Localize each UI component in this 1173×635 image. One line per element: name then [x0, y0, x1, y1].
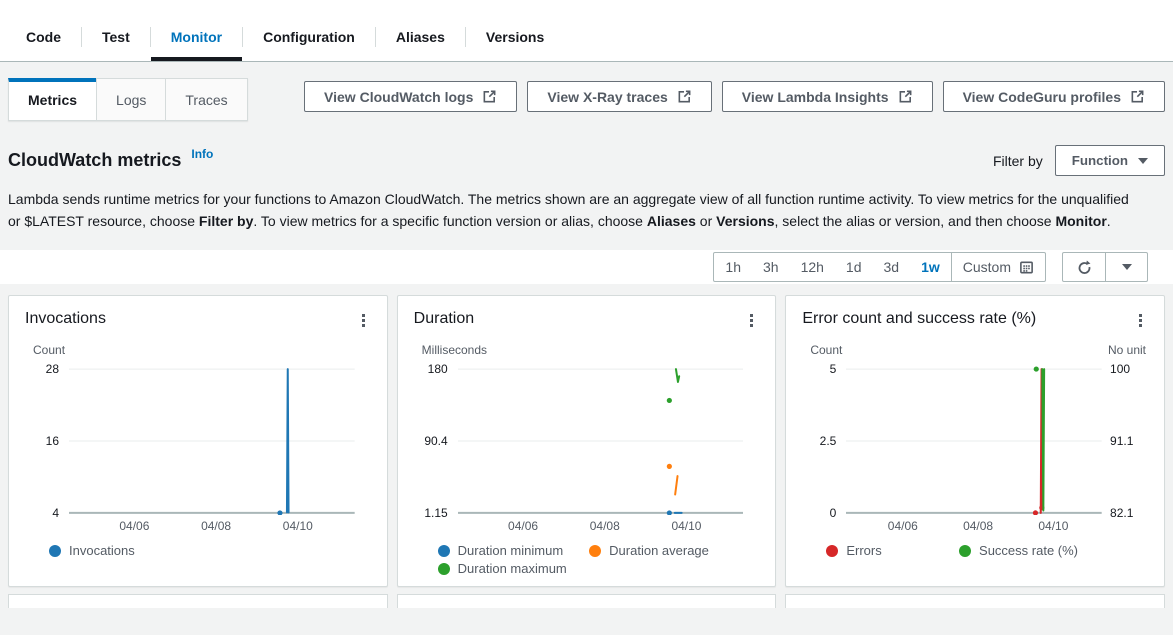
- view-codeguru-profiles-button[interactable]: View CodeGuru profiles: [943, 81, 1165, 112]
- chart-legend: Errors Success rate (%): [826, 543, 1078, 558]
- external-link-icon: [482, 89, 497, 104]
- legend-label: Duration maximum: [458, 561, 567, 576]
- y-axis-ticks: 5 2.5 0: [802, 363, 846, 515]
- y-axis-ticks-right: 100 91.1 82.1: [1102, 363, 1148, 515]
- time-range-group: 1h 3h 12h 1d 3d 1w Custom: [713, 252, 1046, 282]
- tab-monitor[interactable]: Monitor: [151, 13, 242, 61]
- time-range-12h[interactable]: 12h: [790, 253, 835, 281]
- button-label: View CloudWatch logs: [324, 89, 473, 105]
- y-axis-ticks: 28 16 4: [25, 363, 69, 515]
- y-axis-unit: Milliseconds: [422, 343, 487, 357]
- chart-title: Error count and success rate (%): [802, 310, 1036, 328]
- chart-menu-button[interactable]: [356, 310, 371, 331]
- filter-value: Function: [1072, 153, 1128, 168]
- external-link-icon: [898, 89, 913, 104]
- button-label: View Lambda Insights: [742, 89, 889, 105]
- legend-label: Success rate (%): [979, 543, 1078, 558]
- button-label: View CodeGuru profiles: [963, 89, 1121, 105]
- chart-title: Invocations: [25, 310, 106, 328]
- function-filter-dropdown[interactable]: Function: [1055, 145, 1165, 176]
- legend-swatch-icon: [49, 545, 61, 557]
- duration-plot: [458, 363, 744, 515]
- filter-by-label: Filter by: [993, 153, 1043, 169]
- error-success-chart-card: Error count and success rate (%) Count N…: [785, 295, 1165, 587]
- time-range-1h[interactable]: 1h: [714, 253, 752, 281]
- next-charts-row-partial: [8, 594, 1165, 608]
- monitor-subtabs: Metrics Logs Traces: [8, 78, 248, 121]
- tab-aliases[interactable]: Aliases: [376, 13, 465, 61]
- external-link-icon: [1130, 89, 1145, 104]
- legend-item-duration-minimum[interactable]: Duration minimum: [438, 543, 563, 558]
- legend-label: Invocations: [69, 543, 135, 558]
- chart-menu-button[interactable]: [744, 310, 759, 331]
- y-axis-unit: Count: [33, 343, 65, 357]
- subtab-traces[interactable]: Traces: [165, 78, 247, 121]
- legend-item-success-rate[interactable]: Success rate (%): [959, 543, 1078, 558]
- time-range-custom[interactable]: Custom: [951, 253, 1045, 281]
- subtab-logs[interactable]: Logs: [96, 78, 166, 121]
- subtab-metrics[interactable]: Metrics: [8, 78, 97, 121]
- invocations-chart-card: Invocations Count 28 16 4 04/06 04/08 04…: [8, 295, 388, 587]
- refresh-icon: [1076, 259, 1093, 276]
- y-axis-ticks: 180 90.4 1.15: [414, 363, 458, 515]
- legend-item-duration-maximum[interactable]: Duration maximum: [438, 561, 567, 576]
- legend-swatch-icon: [826, 545, 838, 557]
- tab-code[interactable]: Code: [6, 13, 81, 61]
- legend-swatch-icon: [589, 545, 601, 557]
- refresh-group: [1062, 252, 1148, 282]
- tab-versions[interactable]: Versions: [466, 13, 564, 61]
- page-title: CloudWatch metrics: [8, 150, 181, 171]
- chevron-down-icon: [1122, 264, 1132, 270]
- error-success-plot: [846, 363, 1102, 515]
- calendar-icon: [1019, 260, 1034, 275]
- chart-title: Duration: [414, 310, 474, 328]
- y-axis-unit: Count: [810, 343, 842, 357]
- external-actions: View CloudWatch logs View X-Ray traces V…: [304, 78, 1165, 112]
- view-xray-traces-button[interactable]: View X-Ray traces: [527, 81, 711, 112]
- external-link-icon: [677, 89, 692, 104]
- legend-item-errors[interactable]: Errors: [826, 543, 881, 558]
- y-axis-unit-right: No unit: [1108, 343, 1146, 357]
- chevron-down-icon: [1138, 158, 1148, 164]
- x-axis-ticks: 04/06 04/08 04/10: [458, 517, 744, 537]
- chart-legend: Duration minimum Duration average Durati…: [438, 543, 760, 576]
- legend-swatch-icon: [438, 545, 450, 557]
- custom-label: Custom: [963, 259, 1011, 275]
- time-range-1w[interactable]: 1w: [910, 253, 951, 281]
- tab-test[interactable]: Test: [82, 13, 150, 61]
- time-range-3d[interactable]: 3d: [873, 253, 911, 281]
- function-tab-bar: Code Test Monitor Configuration Aliases …: [0, 0, 1173, 62]
- refresh-settings-dropdown[interactable]: [1105, 253, 1147, 281]
- charts-row: Invocations Count 28 16 4 04/06 04/08 04…: [8, 295, 1165, 587]
- legend-item-invocations[interactable]: Invocations: [49, 543, 135, 558]
- view-lambda-insights-button[interactable]: View Lambda Insights: [722, 81, 933, 112]
- metrics-description: Lambda sends runtime metrics for your fu…: [8, 188, 1133, 232]
- time-range-toolbar: 1h 3h 12h 1d 3d 1w Custom: [0, 250, 1173, 284]
- legend-item-duration-average[interactable]: Duration average: [589, 543, 709, 558]
- x-axis-ticks: 04/06 04/08 04/10: [846, 517, 1102, 537]
- refresh-button[interactable]: [1063, 253, 1105, 281]
- chart-menu-button[interactable]: [1133, 310, 1148, 331]
- tab-configuration[interactable]: Configuration: [243, 13, 375, 61]
- time-range-1d[interactable]: 1d: [835, 253, 873, 281]
- legend-label: Errors: [846, 543, 881, 558]
- button-label: View X-Ray traces: [547, 89, 667, 105]
- legend-swatch-icon: [959, 545, 971, 557]
- invocations-plot: [69, 363, 355, 515]
- duration-chart-card: Duration Milliseconds 180 90.4 1.15 04/0…: [397, 295, 777, 587]
- time-range-3h[interactable]: 3h: [752, 253, 790, 281]
- legend-label: Duration average: [609, 543, 709, 558]
- x-axis-ticks: 04/06 04/08 04/10: [69, 517, 355, 537]
- legend-swatch-icon: [438, 563, 450, 575]
- legend-label: Duration minimum: [458, 543, 563, 558]
- view-cloudwatch-logs-button[interactable]: View CloudWatch logs: [304, 81, 517, 112]
- chart-legend: Invocations: [49, 543, 371, 558]
- info-link[interactable]: Info: [191, 145, 213, 161]
